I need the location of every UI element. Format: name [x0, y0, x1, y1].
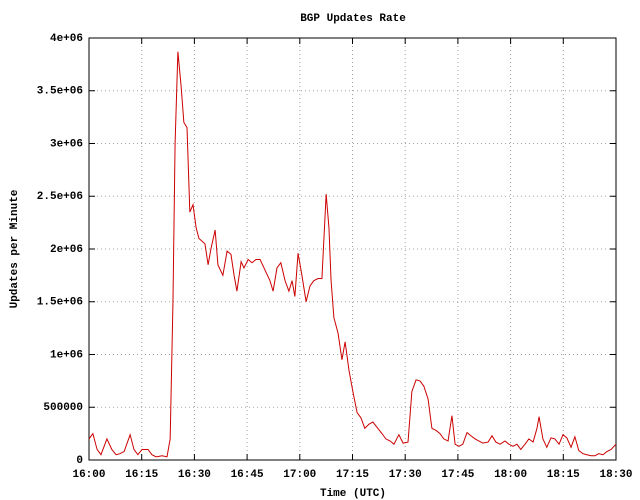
y-tick-label: 3.5e+06 — [37, 86, 83, 98]
x-tick-label: 17:15 — [336, 469, 369, 481]
x-tick-label: 16:45 — [231, 469, 264, 481]
x-tick-label: 18:15 — [547, 469, 580, 481]
x-axis-label: Time (UTC) — [320, 488, 386, 500]
data-line — [88, 51, 617, 458]
x-tick-label: 17:00 — [283, 469, 316, 481]
y-tick-label: 4e+06 — [50, 33, 83, 45]
y-tick-label: 1e+06 — [50, 349, 83, 361]
x-tick-label: 16:30 — [178, 469, 211, 481]
x-tick-label: 16:00 — [72, 469, 105, 481]
chart-title: BGP Updates Rate — [300, 13, 406, 25]
y-axis-label: Updates per Minute — [9, 189, 21, 308]
y-tick-label: 1.5e+06 — [37, 297, 83, 309]
x-tick-label: 16:15 — [125, 469, 158, 481]
x-tick-label: 18:00 — [494, 469, 527, 481]
y-tick-label: 3e+06 — [50, 138, 83, 150]
y-tick-label: 500000 — [43, 402, 83, 414]
x-tick-label: 17:45 — [441, 469, 474, 481]
plot-border — [88, 37, 617, 461]
x-tick-label: 18:30 — [599, 469, 632, 481]
y-tick-label: 2e+06 — [50, 244, 83, 256]
x-tick-label: 17:30 — [389, 469, 422, 481]
y-tick-label: 0 — [76, 455, 83, 467]
y-tick-label: 2.5e+06 — [37, 191, 83, 203]
